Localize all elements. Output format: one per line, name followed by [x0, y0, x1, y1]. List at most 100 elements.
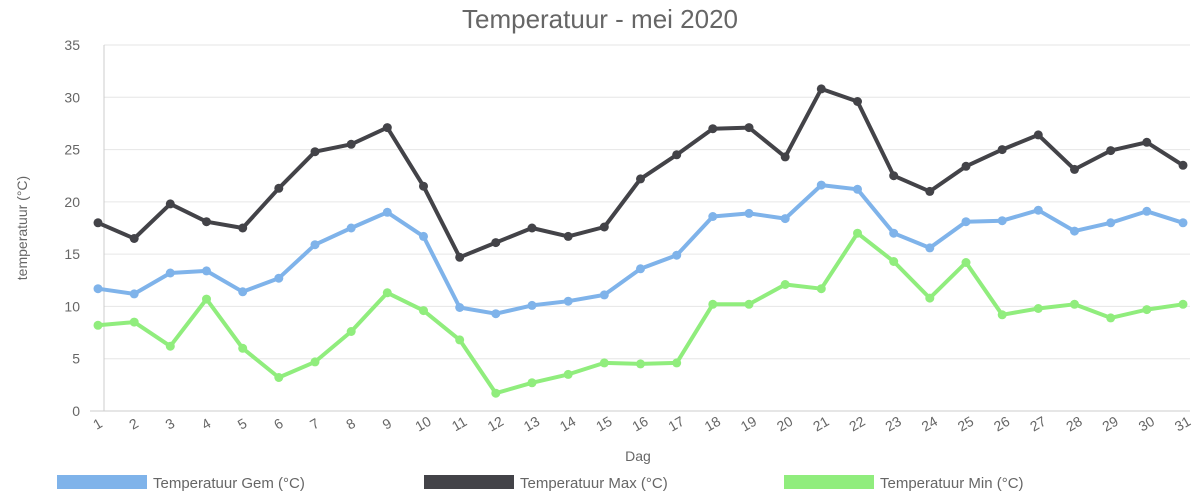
- data-point[interactable]: [636, 264, 645, 274]
- x-tick-label: 31: [1172, 413, 1194, 435]
- data-point[interactable]: [599, 290, 609, 300]
- legend[interactable]: Temperatuur Gem (°C) Temperatuur Max (°C)…: [57, 475, 1024, 492]
- data-point[interactable]: [1178, 299, 1188, 309]
- data-point[interactable]: [165, 268, 175, 278]
- data-point[interactable]: [527, 223, 537, 233]
- data-point[interactable]: [889, 257, 899, 266]
- data-point[interactable]: [672, 358, 682, 368]
- data-point[interactable]: [997, 216, 1007, 226]
- data-point[interactable]: [816, 284, 826, 294]
- data-point[interactable]: [274, 373, 284, 382]
- legend-item[interactable]: Temperatuur Max (°C): [424, 475, 668, 492]
- data-point[interactable]: [491, 309, 501, 319]
- data-point[interactable]: [744, 208, 754, 218]
- data-point[interactable]: [346, 223, 356, 233]
- data-point[interactable]: [997, 145, 1007, 155]
- data-point[interactable]: [310, 357, 320, 367]
- data-point[interactable]: [274, 273, 284, 283]
- data-point[interactable]: [165, 341, 175, 351]
- data-point[interactable]: [238, 223, 248, 233]
- data-point[interactable]: [491, 388, 501, 398]
- data-point[interactable]: [346, 139, 356, 149]
- data-point[interactable]: [708, 124, 718, 134]
- data-point[interactable]: [1106, 146, 1116, 156]
- data-point[interactable]: [382, 207, 392, 217]
- data-point[interactable]: [238, 343, 248, 353]
- data-point[interactable]: [708, 299, 718, 309]
- x-tick-label: 2: [126, 415, 141, 433]
- data-point[interactable]: [419, 231, 428, 241]
- data-point[interactable]: [527, 300, 537, 310]
- data-point[interactable]: [382, 123, 392, 133]
- data-point[interactable]: [925, 293, 935, 303]
- y-tick-label: 25: [64, 142, 80, 158]
- data-point[interactable]: [599, 222, 609, 232]
- data-point[interactable]: [93, 284, 103, 294]
- data-point[interactable]: [1142, 137, 1152, 147]
- data-point[interactable]: [563, 296, 573, 306]
- legend-item[interactable]: Temperatuur Gem (°C): [57, 475, 305, 492]
- data-point[interactable]: [129, 234, 139, 243]
- data-point[interactable]: [997, 310, 1007, 320]
- data-point[interactable]: [925, 186, 935, 196]
- data-point[interactable]: [961, 161, 971, 171]
- data-point[interactable]: [1178, 218, 1188, 228]
- data-point[interactable]: [672, 150, 682, 160]
- data-point[interactable]: [925, 243, 935, 253]
- data-point[interactable]: [93, 218, 103, 228]
- data-point[interactable]: [563, 231, 573, 241]
- data-point[interactable]: [636, 359, 645, 369]
- data-point[interactable]: [961, 258, 971, 267]
- legend-item[interactable]: Temperatuur Min (°C): [784, 475, 1024, 492]
- data-point[interactable]: [889, 171, 899, 181]
- data-point[interactable]: [202, 217, 211, 227]
- data-point[interactable]: [744, 299, 754, 309]
- data-point[interactable]: [708, 212, 718, 221]
- data-point[interactable]: [129, 289, 139, 299]
- data-point[interactable]: [1142, 206, 1152, 216]
- data-point[interactable]: [563, 369, 573, 379]
- data-point[interactable]: [165, 199, 175, 209]
- data-point[interactable]: [238, 287, 248, 297]
- data-point[interactable]: [853, 228, 862, 238]
- data-point[interactable]: [455, 303, 465, 312]
- data-point[interactable]: [599, 358, 609, 368]
- data-point[interactable]: [1033, 205, 1043, 215]
- data-point[interactable]: [1178, 160, 1188, 170]
- data-point[interactable]: [274, 183, 284, 193]
- data-point[interactable]: [419, 306, 428, 316]
- data-point[interactable]: [1070, 299, 1079, 309]
- data-point[interactable]: [93, 320, 103, 330]
- data-point[interactable]: [346, 327, 356, 336]
- data-point[interactable]: [961, 217, 971, 227]
- data-point[interactable]: [419, 181, 428, 191]
- data-point[interactable]: [1070, 164, 1079, 174]
- data-point[interactable]: [744, 123, 754, 133]
- data-point[interactable]: [455, 335, 465, 345]
- data-point[interactable]: [636, 174, 645, 184]
- data-point[interactable]: [780, 152, 790, 162]
- data-point[interactable]: [1033, 130, 1043, 140]
- data-point[interactable]: [310, 147, 320, 157]
- data-point[interactable]: [1106, 218, 1116, 228]
- data-point[interactable]: [780, 280, 790, 289]
- data-point[interactable]: [853, 184, 862, 194]
- data-point[interactable]: [310, 240, 320, 250]
- data-point[interactable]: [1070, 226, 1079, 236]
- data-point[interactable]: [1033, 304, 1043, 313]
- data-point[interactable]: [1106, 313, 1116, 323]
- data-point[interactable]: [853, 97, 862, 106]
- data-point[interactable]: [889, 228, 899, 238]
- data-point[interactable]: [527, 378, 537, 388]
- data-point[interactable]: [382, 288, 392, 298]
- data-point[interactable]: [1142, 305, 1152, 315]
- data-point[interactable]: [202, 266, 211, 276]
- data-point[interactable]: [455, 252, 465, 262]
- data-point[interactable]: [202, 294, 211, 304]
- data-point[interactable]: [129, 317, 139, 327]
- data-point[interactable]: [816, 180, 826, 190]
- data-point[interactable]: [816, 84, 826, 94]
- data-point[interactable]: [672, 250, 682, 260]
- data-point[interactable]: [780, 214, 790, 224]
- data-point[interactable]: [491, 238, 501, 248]
